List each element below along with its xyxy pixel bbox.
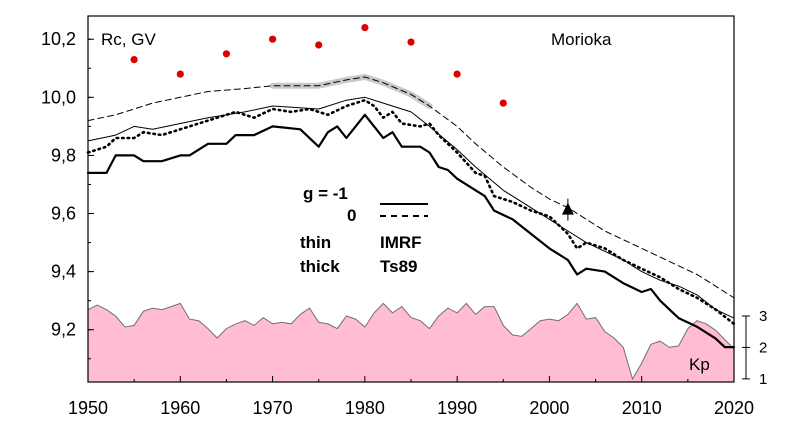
- kp-tick-label: 2: [759, 339, 767, 356]
- red-point: [222, 50, 230, 58]
- x-tick-label: 2020: [714, 398, 754, 418]
- kp-area: [88, 303, 734, 382]
- x-tick-label: 1980: [345, 398, 385, 418]
- series-imrf-g-1: [87, 96, 735, 319]
- series-imrf-g0: [87, 76, 735, 299]
- x-tick-label: 1950: [68, 398, 108, 418]
- kp-tick-label: 1: [759, 371, 767, 388]
- legend: g = -1 0 thin IMRF thick Ts89: [300, 184, 428, 276]
- y-tick-label: 10,0: [41, 87, 76, 107]
- x-tick-label: 2000: [529, 398, 569, 418]
- triangle-point: [561, 202, 574, 215]
- red-point: [453, 70, 461, 78]
- series-layer: [86, 74, 736, 349]
- x-tick-label: 1960: [160, 398, 200, 418]
- axis-layer: 1950 1960 1970 1980 1990 2000 2010 2020 9,2 9,4 9,…: [41, 29, 767, 418]
- red-point: [361, 24, 369, 32]
- marker-layer: [130, 24, 574, 221]
- legend-label-thick: thick: [300, 257, 340, 276]
- legend-label-ts89: Ts89: [380, 257, 418, 276]
- kp-tick-label: 3: [759, 308, 767, 325]
- x-tick-label: 1970: [253, 398, 293, 418]
- series-gray-highlight: [269, 74, 433, 109]
- red-point: [176, 70, 184, 78]
- y-tick-label: 9,6: [51, 204, 76, 224]
- kp-label: Kp: [689, 355, 710, 374]
- x-tick-label: 1990: [437, 398, 477, 418]
- x-tick-label: 2010: [622, 398, 662, 418]
- y-tick-label: 10,2: [41, 29, 76, 49]
- red-point: [407, 38, 415, 46]
- y-tick-label: 9,2: [51, 320, 76, 340]
- series-ts89-g0: [86, 98, 736, 326]
- kp-outline: [87, 302, 735, 381]
- legend-label-thin: thin: [300, 233, 331, 252]
- y-tick-label: 9,8: [51, 145, 76, 165]
- y-tick-label: 9,4: [51, 262, 76, 282]
- legend-label-zero: 0: [347, 206, 356, 225]
- series-ts89-g-1: [86, 113, 736, 349]
- legend-label-imrf: IMRF: [380, 233, 422, 252]
- y-axis-label: Rc, GV: [101, 30, 156, 49]
- kp-area-layer: [87, 302, 735, 382]
- red-point: [269, 35, 277, 43]
- chart-title: Morioka: [551, 30, 612, 49]
- red-point: [499, 99, 507, 107]
- red-point: [130, 56, 138, 64]
- red-point: [315, 41, 323, 49]
- legend-label-g: g = -1: [303, 184, 348, 203]
